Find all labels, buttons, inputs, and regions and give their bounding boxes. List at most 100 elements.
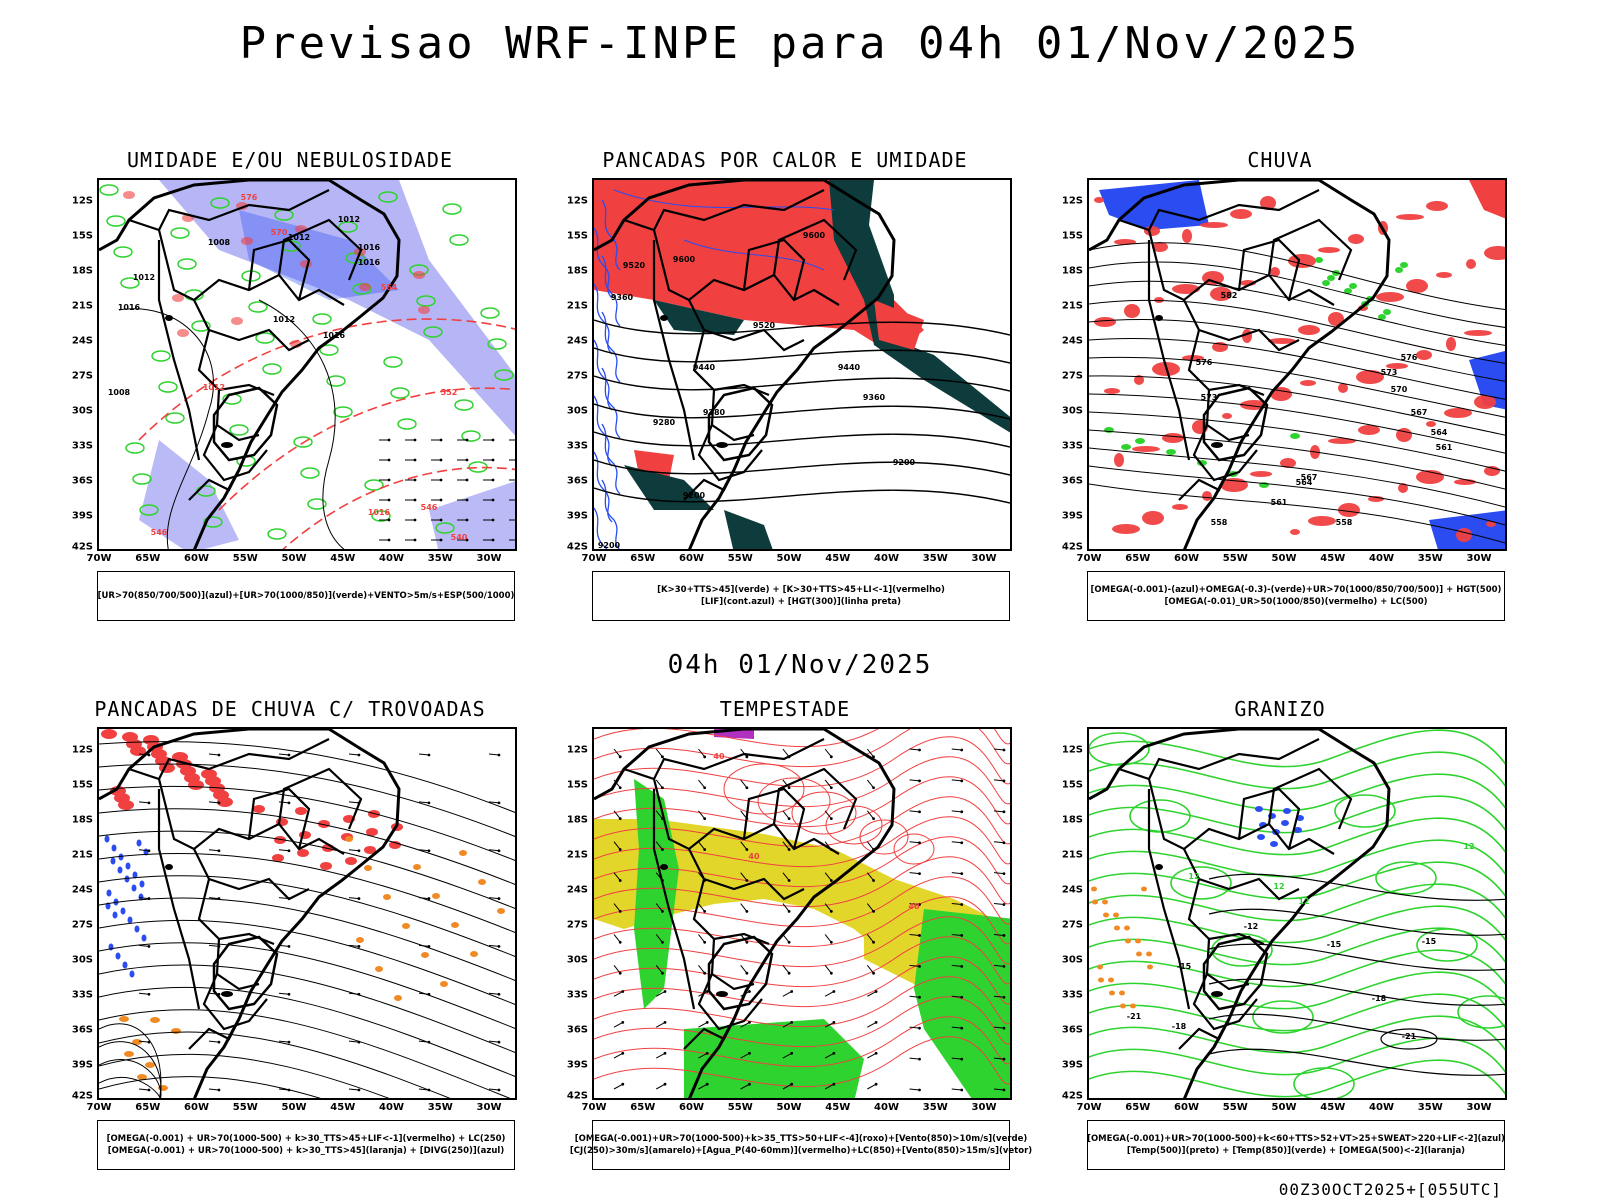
wind-vector <box>698 841 706 850</box>
humidity-contour-green <box>262 363 282 375</box>
wind-vector-head <box>147 1088 151 1092</box>
contour-label: 12 <box>1463 842 1474 851</box>
wind-vector-head <box>829 786 833 790</box>
humidity-contour-green <box>494 369 514 381</box>
state-border <box>1183 299 1300 352</box>
wind-vector-head <box>790 990 794 993</box>
wind-vector <box>655 810 663 819</box>
panel-title: PANCADAS POR CALOR E UMIDADE <box>602 148 968 172</box>
geopotential-height-line <box>594 487 1010 504</box>
lon-tick-label: 30W <box>1466 1102 1492 1113</box>
wind-vector <box>824 779 832 789</box>
wind-vector-head <box>465 518 469 522</box>
humidity-contour-green <box>333 406 353 418</box>
lat-tick-label: 21S <box>71 849 93 861</box>
streamline <box>99 1009 511 1098</box>
lon-axis: 70W 65W 60W 55W 50W 45W 40W 35W 30W <box>1077 1102 1507 1116</box>
lat-tick-label: 39S <box>1061 1059 1083 1071</box>
temperature-500-line <box>1208 978 1505 1006</box>
wind-vector <box>824 991 835 997</box>
x <box>131 343 151 353</box>
wind-vector-head <box>497 753 501 757</box>
wind-vector-head <box>147 897 151 900</box>
streamline <box>99 1076 161 1098</box>
rain-cell-red <box>1406 279 1428 293</box>
lat-tick-label: 15S <box>1061 230 1083 242</box>
streamline <box>99 1031 451 1098</box>
temperature-500-line <box>1208 1013 1505 1041</box>
state-border <box>247 787 311 850</box>
omega-cell-orange <box>1146 951 1152 957</box>
wind-vector <box>993 748 1004 751</box>
temperature-850-line <box>1089 861 1505 900</box>
omega-cell-orange <box>1092 899 1098 905</box>
x <box>343 491 363 501</box>
lat-tick-label: 15S <box>71 779 93 791</box>
lon-tick-label: 65W <box>1125 1102 1151 1113</box>
contour-label: 1016 <box>118 303 141 312</box>
wind-vector-head <box>427 1040 431 1044</box>
coastline <box>1089 180 1391 549</box>
lon-tick-label: 55W <box>1222 1102 1248 1113</box>
wind-vector <box>740 965 748 974</box>
state-border <box>1147 240 1191 461</box>
divergence-cell-blue <box>138 893 144 901</box>
wind-vector <box>824 965 832 974</box>
storm-cell-red <box>201 769 217 779</box>
humidity-contour-green <box>170 227 190 239</box>
height-500-line <box>1089 447 1505 508</box>
thickness-label-red <box>300 260 312 268</box>
humidity-contour-green <box>435 522 455 534</box>
temperature-850-line <box>1089 751 1505 790</box>
streamline <box>99 1041 162 1098</box>
wind-vector-head <box>621 990 625 993</box>
temperature-850-line <box>1089 993 1505 1032</box>
legend-line: [OMEGA(-0.001) + UR>70(1000-500) + k>30_… <box>106 1134 506 1144</box>
wind-vector-head <box>439 498 443 502</box>
lat-tick-label: 15S <box>566 779 588 791</box>
contour-label: 564 <box>381 283 398 292</box>
x <box>195 249 215 259</box>
wind-vector-head <box>491 438 495 442</box>
temperature-850-line <box>1089 971 1505 1010</box>
humidity-contour-green <box>371 510 391 522</box>
humidity-contour-green <box>106 215 126 227</box>
lon-tick-label: 60W <box>679 1102 704 1113</box>
wind-vector <box>488 753 499 756</box>
lon-tick-label: 60W <box>1174 553 1199 564</box>
contour-label: 9600 <box>803 231 826 240</box>
lat-tick-label: 12S <box>566 744 588 756</box>
state-border <box>202 973 268 1031</box>
wind-vector <box>740 841 748 850</box>
legend-tempestade: [OMEGA(-0.001)+UR>70(1000-500)+k>35_TTS>… <box>570 1120 1032 1170</box>
rain-cell-red <box>1328 438 1356 444</box>
wind-vector-head <box>960 779 964 783</box>
legend-line: [OMEGA(-0.001)+UR>70(1000-500)+k<60+TTS>… <box>1087 1134 1505 1144</box>
lon-axis: 70W 65W 60W 55W 50W 45W 40W 35W 30W <box>582 553 1012 567</box>
state-border <box>652 240 696 461</box>
wind-vector <box>951 810 962 813</box>
contour-label: 9440 <box>838 363 861 372</box>
lon-tick-label: 45W <box>825 1102 851 1113</box>
wind-vector <box>824 748 832 758</box>
wind-vector <box>348 992 359 995</box>
lat-tick-label: 42S <box>566 1090 588 1102</box>
lake-mark <box>1155 315 1163 321</box>
wind-vector <box>951 1026 962 1029</box>
wind-vector-head <box>217 1088 221 1092</box>
wind-vector-head <box>287 945 291 948</box>
rain-cell-red <box>1464 330 1492 336</box>
state-border <box>215 938 260 991</box>
divergence-cell-blue <box>131 884 137 892</box>
x <box>301 323 321 333</box>
wind-vector-head <box>703 848 707 851</box>
lon-tick-label: 60W <box>184 553 209 564</box>
state-border <box>202 424 268 482</box>
lat-axis: 12S 15S 18S 21S 24S 27S 30S 33S 36S 39S 42S <box>1045 727 1085 1102</box>
streamline <box>99 986 515 1077</box>
state-border <box>193 299 310 352</box>
lat-tick-label: 33S <box>1061 440 1083 452</box>
wind-vector-head <box>357 849 361 853</box>
wind-vector-head <box>1002 1088 1006 1092</box>
wind-vector-head <box>465 438 469 442</box>
